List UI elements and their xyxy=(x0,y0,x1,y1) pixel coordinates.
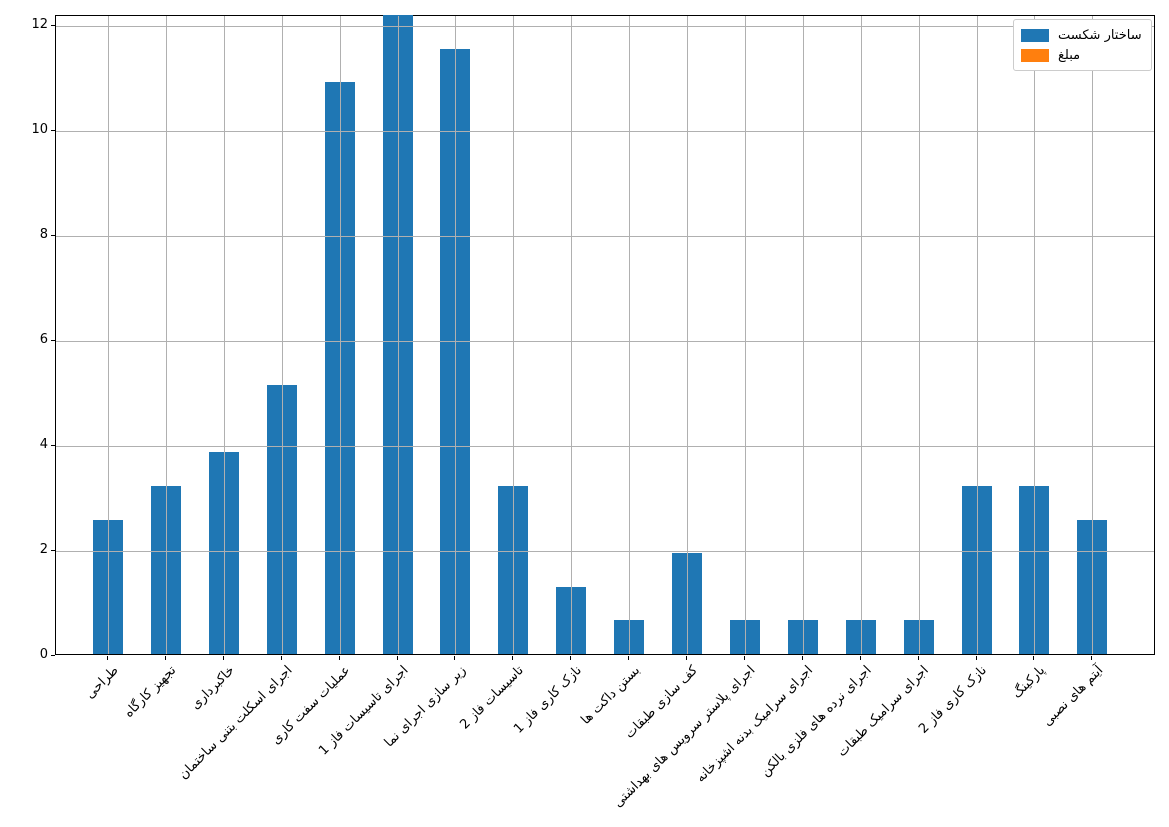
v-gridline xyxy=(744,16,746,654)
x-axis-tick-label: طراحی xyxy=(82,663,122,702)
x-axis-tick-label: اجرای اسکلت بتنی ساختمان xyxy=(175,663,296,783)
v-gridline xyxy=(1092,16,1094,654)
legend: ساختار شکست مبلغ xyxy=(1013,19,1152,71)
x-tick-mark xyxy=(975,656,977,660)
h-gridline xyxy=(56,236,1154,238)
v-gridline xyxy=(455,16,457,654)
y-tick-mark xyxy=(51,130,55,132)
v-gridline xyxy=(108,16,109,654)
x-tick-mark xyxy=(743,656,745,660)
v-gridline xyxy=(165,16,167,654)
x-tick-mark xyxy=(222,656,224,660)
x-tick-mark xyxy=(686,656,687,660)
y-tick-mark xyxy=(51,445,55,447)
h-gridline xyxy=(56,446,1154,448)
legend-swatch-orange-icon xyxy=(1021,48,1049,62)
x-axis-tick-label: اجرای سرامیک بدنه اشپزخانه xyxy=(693,663,817,786)
h-gridline xyxy=(56,551,1154,553)
x-tick-mark xyxy=(454,656,456,660)
y-axis-tick-label: 6 xyxy=(39,332,48,348)
v-gridline xyxy=(513,16,515,654)
y-axis-tick-label: 2 xyxy=(39,542,48,558)
y-tick-mark xyxy=(51,655,55,656)
x-tick-mark xyxy=(164,656,166,660)
x-tick-mark xyxy=(917,656,919,660)
x-axis-tick-label: بستن داکت ها xyxy=(578,663,643,728)
x-tick-mark xyxy=(859,656,861,660)
v-gridline xyxy=(918,16,920,654)
x-tick-mark xyxy=(280,656,282,660)
legend-item-wbs: ساختار شکست xyxy=(1021,26,1144,45)
v-gridline xyxy=(802,16,804,654)
x-tick-mark xyxy=(338,656,340,660)
x-tick-mark xyxy=(801,656,803,660)
legend-item-amount: مبلغ xyxy=(1021,46,1144,65)
legend-swatch-blue-icon xyxy=(1021,28,1049,42)
v-gridline xyxy=(860,16,862,654)
x-axis-tick-label: پارکینگ xyxy=(1009,663,1049,702)
v-gridline xyxy=(339,16,341,654)
x-tick-mark xyxy=(107,656,108,660)
y-tick-mark xyxy=(51,550,55,552)
x-tick-mark xyxy=(628,656,630,660)
plot-area xyxy=(55,15,1155,655)
x-axis-tick-label: خاکبرداری xyxy=(187,663,238,713)
y-tick-mark xyxy=(51,25,55,27)
h-gridline xyxy=(56,131,1154,133)
y-axis-tick-label: 0 xyxy=(39,647,48,662)
x-axis-tick-label: آیتم های نصبی xyxy=(1039,663,1106,730)
v-gridline xyxy=(571,16,573,654)
h-gridline xyxy=(56,341,1154,343)
legend-label-amount: مبلغ xyxy=(1058,47,1081,63)
x-axis-tick-label: تجهیز کارگاه xyxy=(121,663,180,721)
y-tick-mark xyxy=(51,235,55,237)
x-tick-mark xyxy=(512,656,514,660)
v-gridline xyxy=(397,16,399,654)
x-tick-mark xyxy=(570,656,572,660)
y-axis-tick-label: 10 xyxy=(31,122,48,138)
y-tick-mark xyxy=(51,340,55,342)
h-gridline xyxy=(56,26,1154,28)
v-gridline xyxy=(281,16,283,654)
y-axis-tick-label: 4 xyxy=(39,437,48,453)
legend-label-wbs: ساختار شکست xyxy=(1058,27,1142,43)
v-gridline xyxy=(976,16,978,654)
v-gridline xyxy=(1034,16,1036,654)
x-axis-tick-label: اجرای نرده های فلزی بالکن xyxy=(757,663,875,780)
y-axis-tick-label: 8 xyxy=(39,227,48,243)
x-tick-mark xyxy=(396,656,398,660)
x-tick-mark xyxy=(1091,656,1093,660)
v-gridline xyxy=(629,16,631,654)
v-gridline xyxy=(687,16,688,654)
y-axis-tick-label: 12 xyxy=(31,17,48,33)
x-tick-mark xyxy=(1033,656,1035,660)
v-gridline xyxy=(223,16,225,654)
